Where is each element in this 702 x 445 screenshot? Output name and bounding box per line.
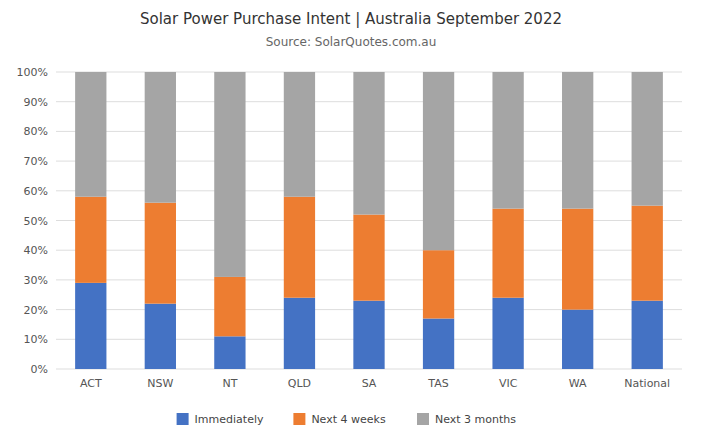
bar xyxy=(145,72,176,203)
y-tick-label: 100% xyxy=(17,66,48,79)
x-tick-label: NT xyxy=(222,377,237,390)
y-tick-label: 30% xyxy=(24,274,48,287)
bar xyxy=(284,298,315,369)
legend-swatch xyxy=(417,413,429,425)
y-tick-label: 50% xyxy=(24,215,48,228)
legend-label: Next 3 months xyxy=(435,413,516,426)
bar xyxy=(214,336,245,369)
x-tick-label: WA xyxy=(569,377,587,390)
x-tick-label: ACT xyxy=(80,377,102,390)
bar xyxy=(145,203,176,304)
bar xyxy=(75,197,106,283)
bar xyxy=(214,72,245,277)
bar xyxy=(75,283,106,369)
bar xyxy=(492,209,523,298)
x-tick-label: NSW xyxy=(147,377,173,390)
y-tick-label: 10% xyxy=(24,333,48,346)
y-tick-label: 80% xyxy=(24,125,48,138)
bar xyxy=(562,72,593,209)
title: Solar Power Purchase Intent | Australia … xyxy=(140,10,562,28)
bar xyxy=(353,301,384,369)
legend-label: Next 4 weeks xyxy=(311,413,386,426)
x-tick-label: National xyxy=(624,377,670,390)
y-tick-label: 20% xyxy=(24,304,48,317)
bar xyxy=(492,298,523,369)
bar xyxy=(492,72,523,209)
legend: Immediately Next 4 weeks Next 3 months xyxy=(177,413,517,426)
subtitle: Source: SolarQuotes.com.au xyxy=(266,35,437,49)
legend-swatch xyxy=(177,413,189,425)
x-tick-label: TAS xyxy=(427,377,448,390)
bar xyxy=(423,72,454,250)
bar xyxy=(562,209,593,310)
bar xyxy=(632,72,663,206)
y-tick-label: 70% xyxy=(24,155,48,168)
bar xyxy=(353,215,384,301)
bars xyxy=(75,72,663,369)
bar xyxy=(632,206,663,301)
bar xyxy=(423,319,454,369)
y-tick-label: 0% xyxy=(31,363,48,376)
bar xyxy=(562,310,593,369)
bar xyxy=(423,250,454,318)
y-tick-label: 90% xyxy=(24,96,48,109)
bar xyxy=(353,72,384,215)
grid xyxy=(56,72,682,369)
y-tick-label: 40% xyxy=(24,244,48,257)
legend-label: Immediately xyxy=(195,413,264,426)
chart: Solar Power Purchase Intent | Australia … xyxy=(0,0,702,445)
bar xyxy=(214,277,245,336)
bar xyxy=(75,72,106,197)
y-tick-label: 60% xyxy=(24,185,48,198)
x-tick-label: SA xyxy=(362,377,377,390)
legend-swatch xyxy=(293,413,305,425)
bar xyxy=(145,304,176,369)
x-tick-label: QLD xyxy=(288,377,311,390)
bar xyxy=(284,197,315,298)
bar xyxy=(632,301,663,369)
x-tick-label: VIC xyxy=(499,377,518,390)
bar xyxy=(284,72,315,197)
